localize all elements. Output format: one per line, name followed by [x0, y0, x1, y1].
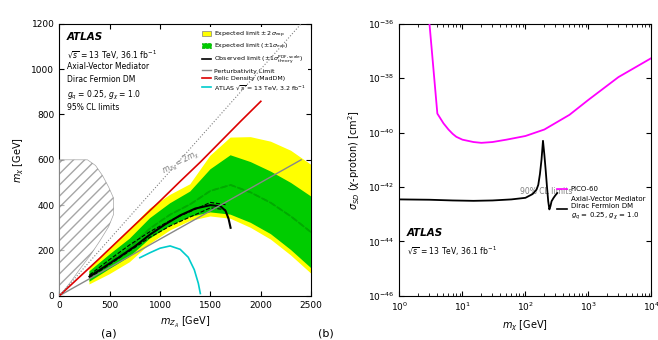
Text: Axial-Vector Mediator: Axial-Vector Mediator: [66, 62, 149, 71]
Legend: Expected limit $\pm 2\,\sigma_\mathrm{exp}$, Expected limit ($\pm 1\sigma_\mathr: Expected limit $\pm 2\,\sigma_\mathrm{ex…: [199, 27, 308, 94]
Polygon shape: [89, 155, 311, 282]
Text: 90% CL limits: 90% CL limits: [520, 187, 572, 196]
X-axis label: $m_{Z_A}$ [GeV]: $m_{Z_A}$ [GeV]: [160, 315, 211, 330]
Text: $g_q$ = 0.25, $g_\chi$ = 1.0: $g_q$ = 0.25, $g_\chi$ = 1.0: [66, 89, 141, 102]
Text: ATLAS: ATLAS: [407, 228, 443, 238]
Text: $m_{Z_A} = 2m_\chi$: $m_{Z_A} = 2m_\chi$: [160, 147, 203, 178]
Polygon shape: [89, 137, 311, 285]
Text: (b): (b): [318, 328, 334, 339]
Text: ATLAS: ATLAS: [66, 32, 103, 42]
Y-axis label: $\sigma_{SD}$ ($\chi$-proton) [cm$^2$]: $\sigma_{SD}$ ($\chi$-proton) [cm$^2$]: [347, 110, 363, 210]
Text: (a): (a): [101, 328, 116, 339]
Text: Dirac Fermion DM: Dirac Fermion DM: [66, 75, 135, 84]
Text: $\sqrt{s}$ = 13 TeV, 36.1 fb$^{-1}$: $\sqrt{s}$ = 13 TeV, 36.1 fb$^{-1}$: [66, 48, 157, 62]
Text: $\sqrt{s}$ = 13 TeV, 36.1 fb$^{-1}$: $\sqrt{s}$ = 13 TeV, 36.1 fb$^{-1}$: [407, 244, 497, 257]
Text: 95% CL limits: 95% CL limits: [66, 103, 119, 112]
Y-axis label: $m_\chi$ [GeV]: $m_\chi$ [GeV]: [11, 137, 26, 183]
Legend: PICO-60, Axial-Vector Mediator
Dirac Fermion DM
$g_q$ = 0.25, $g_\chi$ = 1.0: PICO-60, Axial-Vector Mediator Dirac Fer…: [554, 183, 648, 224]
X-axis label: $m_\chi$ [GeV]: $m_\chi$ [GeV]: [503, 319, 548, 333]
Polygon shape: [59, 160, 114, 296]
